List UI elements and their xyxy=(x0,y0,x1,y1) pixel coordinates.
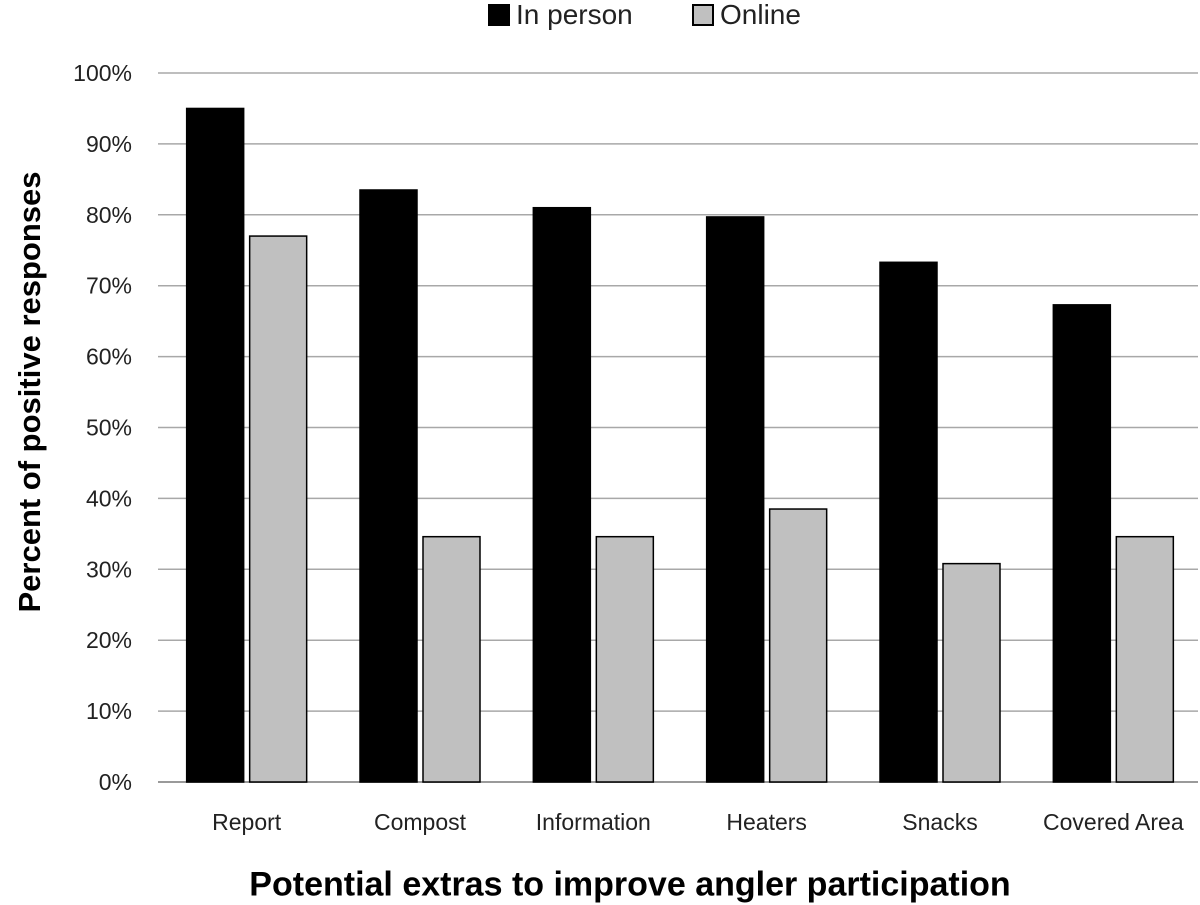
bar-in-person xyxy=(359,189,418,783)
bar-online xyxy=(248,235,308,783)
bar-in-person xyxy=(185,107,245,783)
bar-in-person xyxy=(532,206,592,783)
y-tick-label: 100% xyxy=(73,60,132,86)
y-tick-label: 40% xyxy=(86,485,132,511)
y-tick-label: 50% xyxy=(86,415,132,441)
x-tick-label: Information xyxy=(536,809,651,835)
y-tick-label: 10% xyxy=(86,698,132,724)
legend-swatch-online xyxy=(692,4,714,26)
x-tick-label: Compost xyxy=(374,809,467,835)
y-tick-label: 20% xyxy=(86,627,132,653)
y-tick-label: 90% xyxy=(86,131,132,157)
bar-in-person xyxy=(1052,304,1112,783)
x-tick-label: Covered Area xyxy=(1043,809,1184,835)
bar-in-person xyxy=(705,216,765,783)
bar-online xyxy=(422,535,481,783)
x-tick-label: Heaters xyxy=(726,809,807,835)
legend-item-online: Online xyxy=(692,0,801,30)
bar-online xyxy=(942,562,1001,783)
legend-swatch-in-person xyxy=(488,4,510,26)
bar-in-person xyxy=(879,261,938,783)
x-tick-label: Report xyxy=(212,809,282,835)
y-tick-label: 30% xyxy=(86,556,132,582)
bar-online xyxy=(1115,535,1175,783)
y-tick-label: 70% xyxy=(86,273,132,299)
y-tick-label: 80% xyxy=(86,202,132,228)
legend-item-in-person: In person xyxy=(488,0,633,30)
x-tick-label: Snacks xyxy=(902,809,977,835)
y-axis-label: Percent of positive responses xyxy=(12,171,47,613)
y-tick-label: 60% xyxy=(86,344,132,370)
legend: In person Online xyxy=(0,0,1200,34)
legend-label-online: Online xyxy=(720,0,801,30)
x-axis-label: Potential extras to improve angler parti… xyxy=(249,865,1011,904)
bar-online xyxy=(768,508,828,783)
legend-label-in-person: In person xyxy=(516,0,633,30)
y-tick-label: 0% xyxy=(99,769,132,795)
bar-online xyxy=(595,535,655,783)
